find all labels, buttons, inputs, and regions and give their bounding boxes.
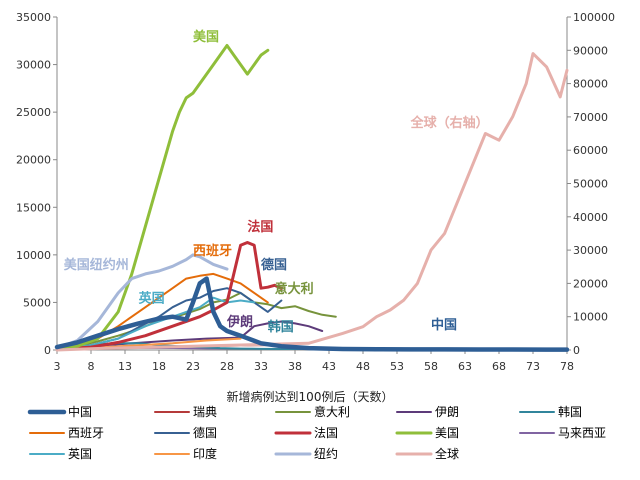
- series-label: 法国: [247, 219, 273, 235]
- legend-label: 德国: [193, 425, 217, 440]
- x-tick-label: 68: [492, 360, 506, 373]
- legend-label: 印度: [193, 446, 217, 461]
- legend-label: 中国: [68, 404, 92, 419]
- series-label: 英国: [138, 290, 165, 306]
- x-tick-label: 28: [220, 360, 234, 373]
- legend-label: 全球: [435, 446, 459, 461]
- series-label: 意大利: [275, 281, 314, 297]
- x-tick-label: 13: [118, 360, 132, 373]
- y-tick-label-right: 40000: [573, 211, 608, 224]
- y-tick-label-right: 70000: [573, 111, 608, 124]
- y-tick-label-right: 90000: [573, 44, 608, 57]
- y-tick-label-right: 10000: [573, 311, 608, 324]
- series-line-美国: [55, 44, 270, 351]
- x-tick-label: 33: [254, 360, 268, 373]
- series-line-纽约: [55, 253, 229, 350]
- series-line-伊朗: [56, 320, 324, 350]
- series-line-英国: [56, 296, 256, 350]
- series-line-中国: [54, 276, 570, 352]
- legend-label: 马来西亚: [558, 426, 606, 440]
- y-tick-label-right: 60000: [573, 144, 608, 157]
- series-line-全球: [55, 52, 569, 352]
- series-label: 美国: [193, 29, 219, 45]
- legend-label: 西班牙: [68, 426, 104, 440]
- series-label: 西班牙: [193, 243, 232, 259]
- legend-label: 伊朗: [435, 405, 459, 419]
- y-tick-label-right: 80000: [573, 78, 608, 91]
- y-tick-label-left: 35000: [16, 11, 51, 24]
- legend-label: 纽约: [314, 446, 338, 461]
- series-label: 韩国: [268, 319, 294, 335]
- x-axis-title: 新增病例达到100例后（天数）: [227, 389, 394, 404]
- legend-label: 美国: [435, 426, 459, 440]
- y-tick-label-right: 50000: [573, 178, 608, 191]
- series-line-法国: [55, 241, 283, 351]
- y-tick-label-left: 5000: [23, 296, 51, 309]
- y-tick-label-left: 0: [44, 344, 51, 357]
- y-tick-label-left: 30000: [16, 59, 51, 72]
- y-tick-label-right: 100000: [573, 11, 615, 24]
- x-tick-label: 23: [186, 360, 200, 373]
- series-label: 德国: [261, 257, 287, 273]
- x-tick-label: 58: [424, 360, 438, 373]
- series-label: 美国纽约州: [64, 257, 129, 273]
- series-label: 中国: [431, 317, 457, 333]
- x-tick-label: 8: [88, 360, 95, 373]
- legend-label: 瑞典: [193, 405, 217, 419]
- y-tick-label-left: 25000: [16, 106, 51, 119]
- legend-label: 法国: [314, 426, 338, 440]
- y-tick-label-left: 20000: [16, 154, 51, 167]
- y-tick-label-left: 10000: [16, 249, 51, 262]
- axes: 0500010000150002000025000300003500001000…: [16, 11, 615, 373]
- series-label: 伊朗: [226, 314, 253, 330]
- x-tick-label: 53: [390, 360, 404, 373]
- x-tick-label: 43: [322, 360, 336, 373]
- x-tick-label: 3: [54, 360, 61, 373]
- legend-label: 英国: [68, 447, 92, 461]
- legend-label: 韩国: [558, 404, 582, 419]
- x-tick-label: 38: [288, 360, 302, 373]
- series-lines: [54, 44, 570, 352]
- y-tick-label-right: 20000: [573, 277, 608, 290]
- legend-label: 意大利: [314, 404, 350, 419]
- y-tick-label-left: 15000: [16, 201, 51, 214]
- series-label: 全球（右轴）: [410, 115, 489, 131]
- x-tick-label: 78: [560, 360, 574, 373]
- y-tick-label-right: 30000: [573, 244, 608, 257]
- x-tick-label: 63: [458, 360, 472, 373]
- y-tick-label-right: 0: [573, 344, 580, 357]
- x-tick-label: 18: [152, 360, 166, 373]
- x-tick-label: 48: [356, 360, 370, 373]
- x-tick-label: 73: [526, 360, 540, 373]
